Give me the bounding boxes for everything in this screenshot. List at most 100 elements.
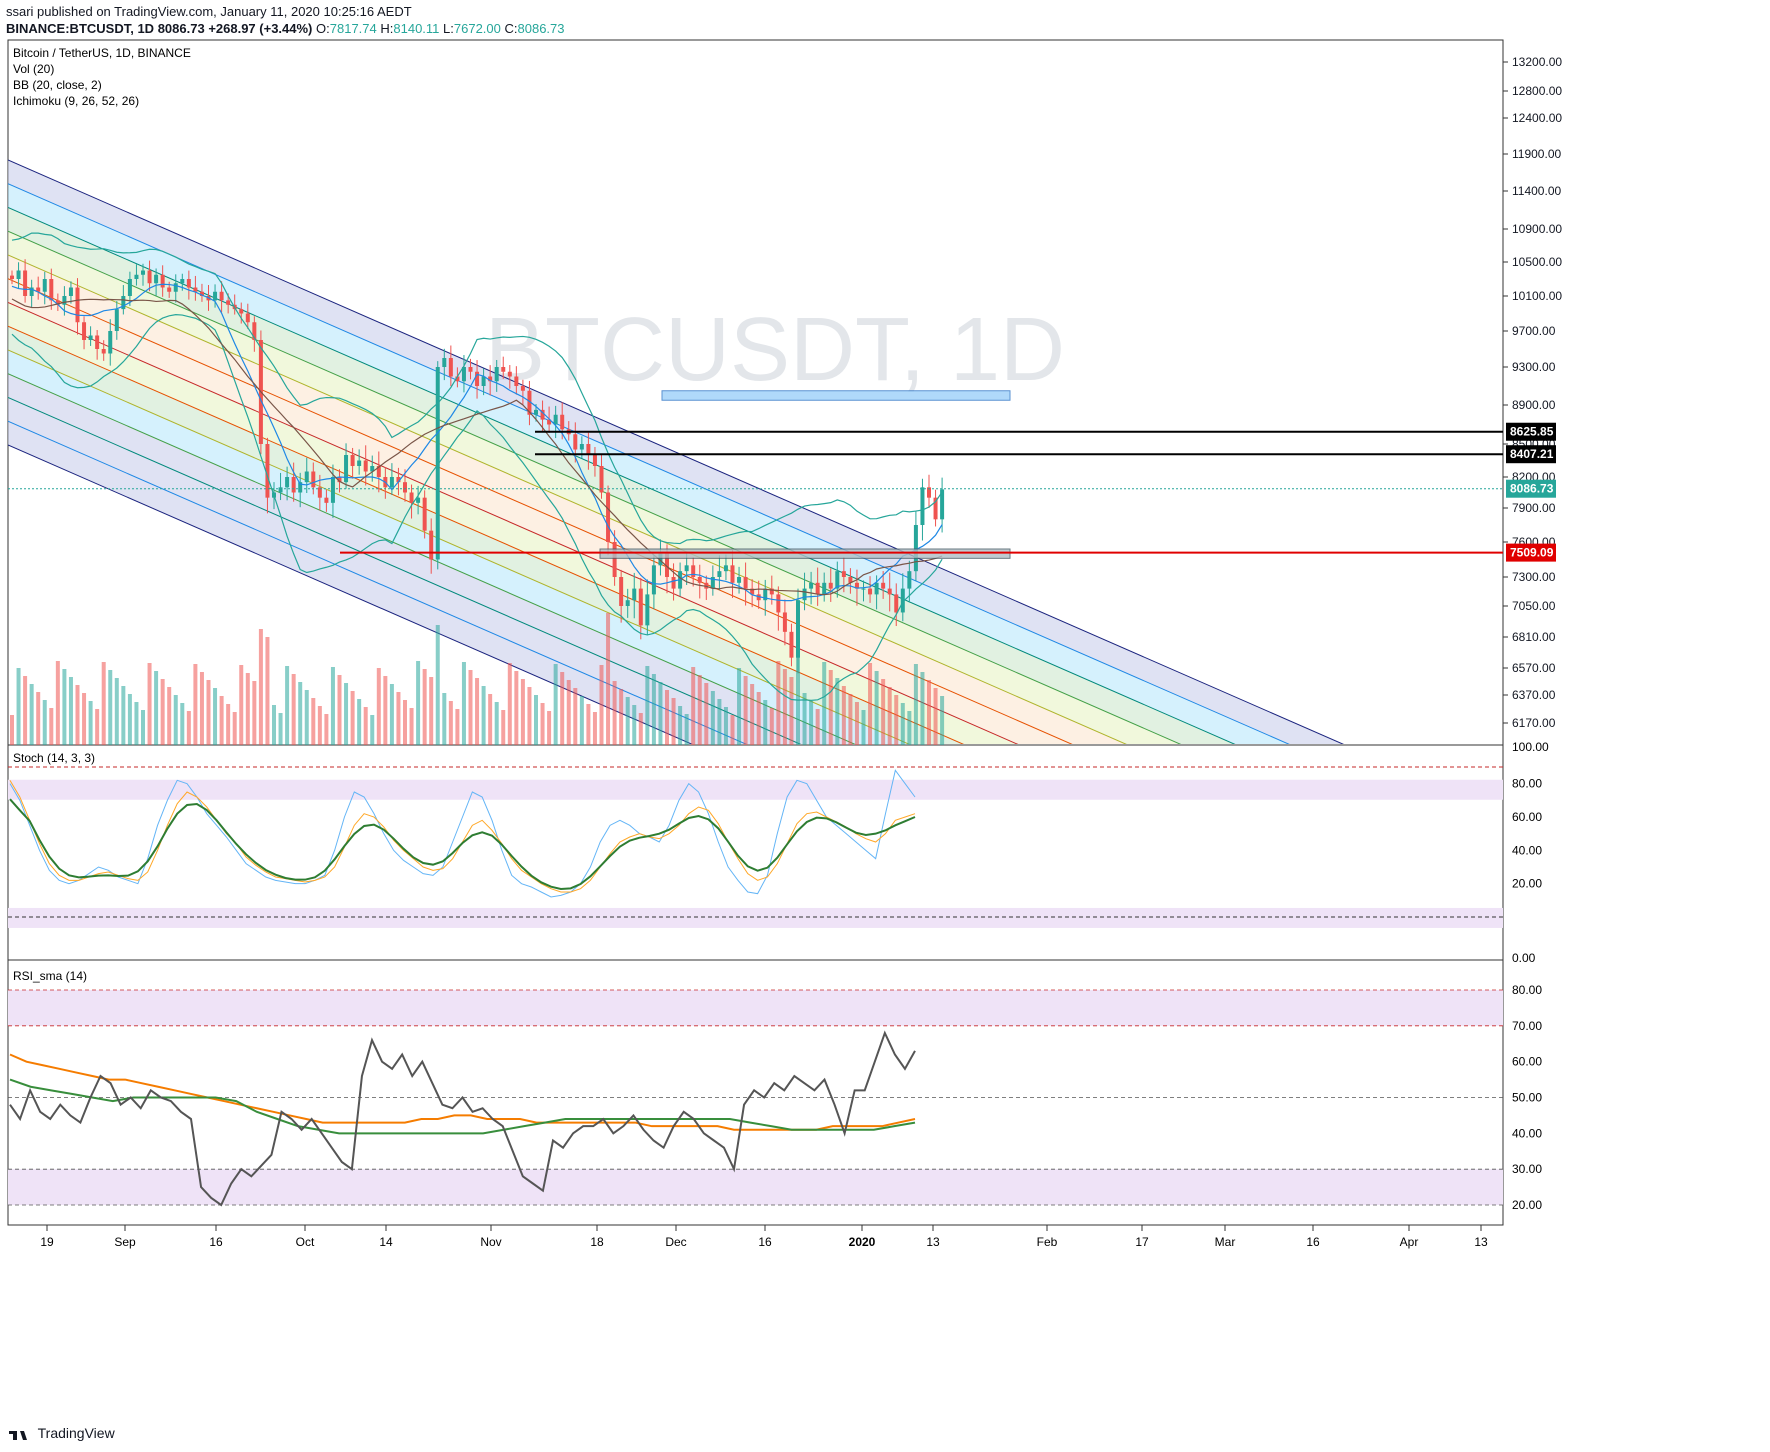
candle-body — [245, 313, 250, 323]
volume-bar — [802, 693, 807, 745]
candle-body — [586, 444, 591, 455]
channel-line — [8, 254, 1127, 744]
volume-bar — [88, 701, 93, 745]
candle-body — [710, 577, 715, 589]
candle-body — [475, 371, 480, 386]
volume-bar — [344, 683, 349, 745]
volume-bar — [206, 680, 211, 745]
candle-body — [592, 455, 597, 466]
candle-body — [422, 497, 427, 531]
volume-bar — [514, 671, 519, 745]
time-tick-label: 13 — [926, 1235, 940, 1249]
candle-body — [49, 279, 54, 301]
candle-body — [625, 600, 630, 606]
stoch-tick-label: 100.00 — [1512, 740, 1549, 754]
time-tick-label: 16 — [209, 1235, 223, 1249]
stoch-tick-label: 20.00 — [1512, 877, 1542, 891]
volume-bar — [82, 693, 87, 745]
candle-body — [82, 322, 87, 340]
volume-bar — [68, 677, 73, 745]
volume-bar — [547, 711, 552, 745]
candle-body — [743, 577, 748, 589]
candle-body — [769, 588, 774, 595]
volume-bar — [127, 694, 132, 745]
chart-header: ssari published on TradingView.com, Janu… — [0, 0, 1770, 40]
channel-band — [8, 326, 963, 744]
volume-bar — [258, 629, 263, 745]
volume-bar — [841, 686, 846, 745]
price-label: 8625.85 — [1510, 425, 1554, 439]
candle-body — [828, 582, 833, 589]
volume-bar — [442, 693, 447, 745]
candle-body — [324, 497, 329, 503]
candle-body — [147, 270, 152, 284]
volume-bar — [894, 695, 899, 745]
volume-bar — [789, 677, 794, 745]
rsi-tick-label: 80.00 — [1512, 983, 1542, 997]
volume-bar — [245, 673, 250, 745]
volume-bar — [710, 691, 715, 745]
price-label: 8086.73 — [1510, 482, 1554, 496]
candle-body — [350, 455, 355, 466]
candle-body — [638, 588, 643, 626]
candle-body — [619, 577, 624, 606]
time-tick-label: Apr — [1400, 1235, 1419, 1249]
candle-body — [16, 270, 21, 279]
volume-bar — [180, 703, 185, 745]
candle-body — [848, 577, 853, 583]
candle-body — [606, 492, 611, 542]
time-tick-label: Mar — [1215, 1235, 1236, 1249]
volume-bar — [913, 664, 918, 745]
price-change: +268.97 (+3.44%) — [208, 21, 313, 36]
volume-bar — [566, 680, 571, 745]
volume-bar — [49, 708, 54, 745]
candle-body — [409, 492, 414, 503]
rsi-lower-band — [8, 1169, 1503, 1205]
volume-bar — [75, 685, 80, 745]
candle-body — [658, 553, 663, 566]
volume-bar — [645, 666, 650, 745]
candle-body — [809, 582, 814, 589]
volume-bar — [776, 661, 781, 745]
candle-body — [298, 482, 303, 493]
volume-bar — [920, 672, 925, 745]
volume-bar — [36, 692, 41, 745]
volume-bar — [507, 663, 512, 745]
price-label-bg — [1506, 479, 1556, 498]
volume-bar — [285, 666, 290, 745]
volume-bar — [606, 613, 611, 745]
volume-bar — [684, 714, 689, 745]
candle-body — [874, 582, 879, 595]
volume-bar — [468, 670, 473, 745]
candle-body — [95, 335, 100, 349]
candle-body — [278, 487, 283, 493]
last-price: 8086.73 — [157, 21, 205, 36]
candle-body — [481, 376, 486, 386]
candle-body — [560, 414, 565, 430]
candle-body — [167, 287, 172, 292]
volume-bar — [848, 694, 853, 745]
candle-body — [940, 489, 945, 520]
volume-bar — [121, 686, 126, 745]
candle-body — [291, 477, 296, 493]
channel-line — [8, 207, 1236, 744]
candle-body — [815, 582, 820, 595]
candle-body — [514, 376, 519, 386]
ohlc-line: BINANCE:BTCUSDT, 1D 8086.73 +268.97 (+3.… — [6, 21, 565, 36]
volume-bar — [927, 680, 931, 745]
candle-body — [501, 367, 506, 372]
candle-body — [547, 419, 552, 425]
candle-body — [776, 594, 781, 613]
volume-bar — [782, 669, 787, 745]
volume-bar — [868, 663, 873, 745]
time-tick-label: 16 — [758, 1235, 772, 1249]
candle-body — [239, 309, 244, 314]
candle-body — [632, 588, 637, 601]
volume-bar — [167, 687, 172, 745]
low-value: 7672.00 — [453, 21, 501, 36]
volume-bar — [324, 714, 329, 745]
price-label-bg — [1506, 422, 1556, 441]
channel-line — [8, 444, 693, 744]
symbol-label[interactable]: BINANCE:BTCUSDT, 1D — [6, 21, 155, 36]
